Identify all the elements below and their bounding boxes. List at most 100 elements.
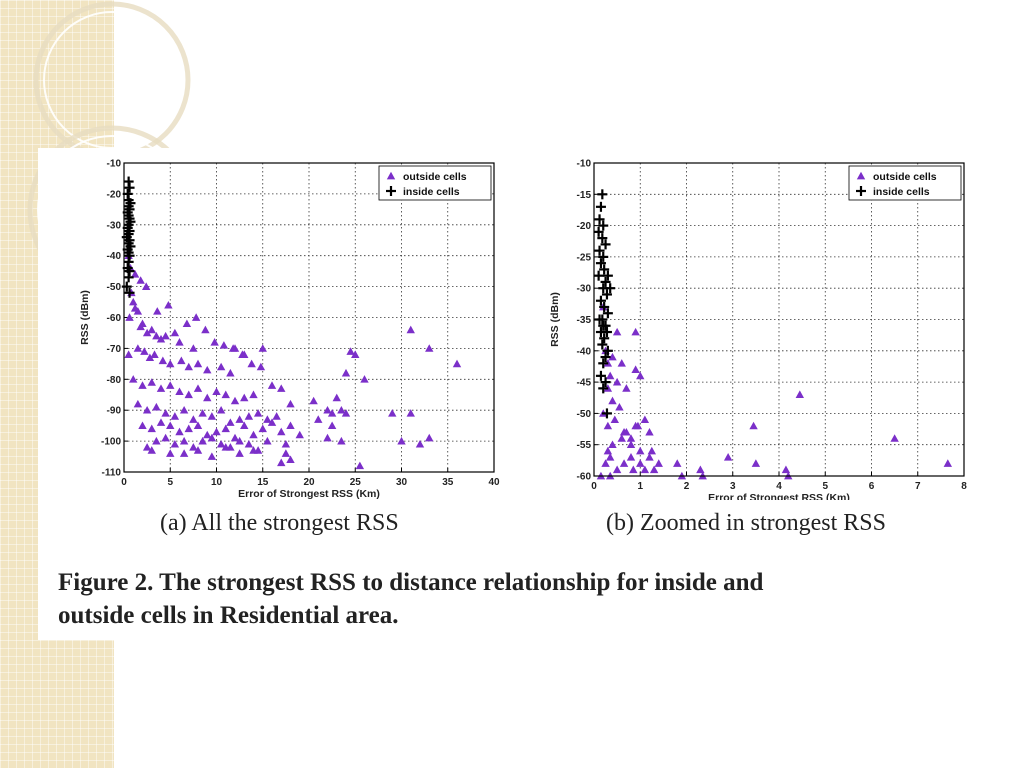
legend-entry-label: inside cells [873, 186, 930, 198]
outside-cell-point [636, 446, 645, 455]
outside-cell-point [673, 459, 682, 467]
outside-cell-point [406, 325, 415, 334]
y-axis-label: RSS (dBm) [79, 290, 91, 345]
y-tick-label: -25 [577, 252, 592, 263]
y-tick-label: -40 [107, 251, 122, 262]
outside-cell-point [749, 421, 758, 430]
x-tick-label: 7 [915, 481, 921, 492]
outside-cell-point [216, 362, 226, 371]
inside-cell-point [598, 283, 609, 294]
legend: outside cells inside cells [848, 165, 962, 201]
inside-cell-point [598, 320, 609, 331]
outside-cell-point [138, 421, 147, 430]
outside-cell-point [161, 433, 170, 442]
x-tick-label: 10 [211, 477, 223, 488]
outside-cell-point [166, 449, 175, 457]
outside-cell-point [649, 465, 659, 474]
plot-border [593, 162, 965, 477]
inside-cell-point [594, 245, 605, 256]
y-axis-label: RSS (dBm) [549, 292, 561, 347]
outside-cells-series [124, 251, 462, 470]
outside-cell-point [179, 436, 189, 445]
outside-cell-point [286, 421, 295, 430]
y-tick-label: -100 [101, 437, 121, 448]
chart-b-plot: 0 1 2 3 4 5 6 7 8 -10 -15 -20 -25 -30 -35 -40 -45 -50 -55 -… [549, 159, 967, 501]
outside-cell-point [247, 359, 256, 368]
inside-cell-point [123, 272, 134, 283]
outside-cell-point [207, 452, 217, 460]
inside-cell-point [599, 301, 610, 312]
outside-cell-point [230, 396, 240, 405]
y-tick-label: -70 [107, 344, 122, 355]
outside-cell-point [286, 455, 295, 463]
outside-cell-point [136, 276, 145, 284]
outside-cell-point [129, 375, 138, 383]
outside-cell-point [327, 421, 337, 430]
x-tick-label: 5 [822, 481, 828, 492]
outside-cell-point [184, 390, 193, 399]
outside-cell-point [201, 325, 210, 334]
outside-cell-point [267, 418, 277, 426]
outside-cell-point [263, 436, 272, 445]
outside-cell-point [388, 409, 397, 417]
inside-cell-point [595, 370, 606, 381]
outside-cell-point [605, 371, 615, 380]
inside-cell-point [600, 276, 611, 287]
outside-cell-point [314, 415, 323, 423]
inside-cell-point [600, 377, 611, 388]
outside-cell-point [751, 459, 761, 467]
outside-cell-point [397, 436, 406, 445]
outside-cell-point [226, 368, 235, 377]
outside-cell-point [203, 365, 212, 374]
outside-cell-point [277, 458, 286, 467]
outside-cell-point [189, 415, 198, 423]
inside-cell-point [598, 220, 609, 231]
outside-cell-point [184, 424, 193, 433]
x-axis-label: Error of Strongest RSS (Km) [238, 488, 380, 500]
outside-cell-point [193, 421, 203, 430]
inside-cell-point [602, 308, 613, 319]
outside-cell-point [640, 465, 650, 474]
inside-cell-point [593, 226, 604, 237]
outside-cell-point [189, 344, 198, 352]
outside-cell-point [355, 461, 365, 470]
outside-cell-point [184, 362, 193, 371]
inside-cell-point [600, 239, 611, 250]
outside-cell-point [890, 434, 899, 442]
inside-cell-point [602, 345, 613, 356]
outside-cell-point [230, 433, 240, 442]
outside-cell-point [277, 384, 286, 392]
outside-cell-point [138, 381, 147, 389]
outside-cell-point [337, 436, 346, 445]
y-tick-label: -80 [107, 375, 122, 386]
inside-cell-point [600, 352, 611, 363]
outside-cell-point [258, 424, 267, 433]
outside-cell-point [249, 390, 258, 399]
y-tick-label: -90 [107, 406, 122, 417]
inside-cell-point [595, 258, 606, 269]
outside-cell-point [425, 344, 434, 352]
outside-cell-point [125, 313, 134, 321]
outside-cell-point [341, 409, 351, 417]
outside-cell-point [346, 347, 355, 355]
outside-cell-point [152, 436, 161, 445]
outside-cell-point [626, 440, 636, 449]
legend: outside cells inside cells [378, 165, 492, 201]
outside-cell-point [617, 359, 626, 367]
outside-cell-point [256, 362, 266, 371]
outside-cell-point [219, 341, 229, 349]
outside-cell-point [295, 430, 304, 439]
figure-caption-line-2: outside cells in Residential area. [58, 602, 399, 629]
outside-cell-point [601, 459, 610, 467]
inside-cell-point [595, 201, 606, 212]
outside-cell-point [610, 415, 620, 424]
outside-cell-point [795, 390, 805, 398]
outside-cell-point [193, 384, 203, 392]
outside-cell-point [238, 350, 247, 358]
outside-cell-point [203, 393, 212, 402]
x-tick-label: 20 [303, 477, 315, 488]
outside-cell-point [603, 446, 613, 455]
inside-cell-point [601, 327, 612, 338]
x-tick-label: 2 [684, 481, 690, 492]
inside-cell-point [595, 295, 606, 306]
